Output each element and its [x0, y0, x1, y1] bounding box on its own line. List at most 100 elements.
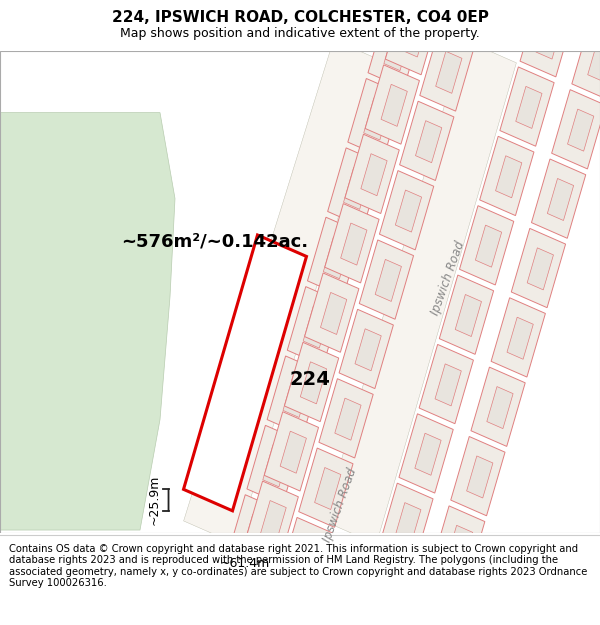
- Polygon shape: [299, 448, 353, 528]
- Polygon shape: [184, 235, 307, 511]
- Polygon shape: [345, 134, 399, 214]
- Polygon shape: [399, 414, 453, 493]
- Polygon shape: [467, 456, 493, 498]
- Polygon shape: [404, 0, 430, 1]
- Polygon shape: [460, 206, 514, 285]
- Polygon shape: [339, 309, 394, 389]
- Text: ~25.9m: ~25.9m: [148, 475, 161, 525]
- Polygon shape: [419, 344, 473, 424]
- Polygon shape: [368, 9, 422, 88]
- Polygon shape: [335, 398, 361, 440]
- Polygon shape: [435, 364, 461, 406]
- Polygon shape: [415, 433, 441, 475]
- Polygon shape: [436, 51, 462, 93]
- Polygon shape: [536, 17, 562, 59]
- Polygon shape: [588, 40, 600, 82]
- Polygon shape: [381, 84, 407, 126]
- Polygon shape: [184, 40, 386, 544]
- Text: Ipswich Road: Ipswich Road: [321, 467, 359, 544]
- Polygon shape: [395, 190, 422, 232]
- Polygon shape: [379, 483, 433, 562]
- Polygon shape: [260, 501, 286, 542]
- Polygon shape: [323, 40, 517, 544]
- Polygon shape: [385, 0, 440, 75]
- Polygon shape: [520, 0, 574, 77]
- Polygon shape: [240, 570, 266, 612]
- Polygon shape: [516, 86, 542, 128]
- Polygon shape: [416, 121, 442, 162]
- Polygon shape: [496, 156, 522, 198]
- Polygon shape: [384, 29, 410, 71]
- Polygon shape: [374, 572, 401, 614]
- Polygon shape: [547, 179, 574, 221]
- Polygon shape: [507, 318, 533, 359]
- Polygon shape: [511, 228, 566, 308]
- Polygon shape: [471, 367, 525, 446]
- Polygon shape: [314, 468, 341, 509]
- Polygon shape: [540, 0, 595, 8]
- Polygon shape: [426, 594, 452, 625]
- Polygon shape: [410, 575, 464, 625]
- Polygon shape: [487, 387, 513, 429]
- Polygon shape: [365, 65, 419, 144]
- Polygon shape: [227, 495, 281, 574]
- Polygon shape: [301, 362, 326, 404]
- Text: Ipswich Road: Ipswich Road: [429, 239, 467, 318]
- Polygon shape: [224, 551, 278, 625]
- Polygon shape: [303, 306, 329, 348]
- Polygon shape: [0, 112, 175, 530]
- Polygon shape: [319, 379, 373, 458]
- Polygon shape: [295, 537, 321, 579]
- Polygon shape: [551, 89, 600, 169]
- Polygon shape: [375, 259, 401, 301]
- Polygon shape: [280, 431, 307, 473]
- Polygon shape: [263, 445, 289, 487]
- Polygon shape: [431, 506, 485, 585]
- Polygon shape: [348, 79, 402, 158]
- Polygon shape: [401, 15, 427, 57]
- Polygon shape: [278, 518, 333, 597]
- Polygon shape: [328, 148, 382, 227]
- Polygon shape: [307, 217, 362, 296]
- Polygon shape: [325, 204, 379, 283]
- Text: Map shows position and indicative extent of the property.: Map shows position and indicative extent…: [120, 27, 480, 40]
- Polygon shape: [323, 237, 350, 279]
- Polygon shape: [344, 168, 370, 209]
- Polygon shape: [479, 136, 534, 216]
- Text: Contains OS data © Crown copyright and database right 2021. This information is : Contains OS data © Crown copyright and d…: [9, 544, 587, 588]
- Polygon shape: [400, 101, 454, 181]
- Polygon shape: [287, 287, 341, 366]
- Polygon shape: [500, 67, 554, 146]
- Polygon shape: [341, 223, 367, 265]
- Polygon shape: [527, 248, 553, 290]
- Polygon shape: [420, 32, 474, 111]
- Polygon shape: [320, 292, 347, 334]
- Polygon shape: [456, 0, 482, 24]
- Polygon shape: [388, 0, 442, 19]
- Polygon shape: [247, 426, 301, 504]
- Polygon shape: [532, 159, 586, 238]
- Polygon shape: [283, 376, 309, 418]
- Polygon shape: [244, 481, 298, 561]
- Polygon shape: [491, 298, 545, 377]
- Polygon shape: [455, 294, 481, 336]
- Polygon shape: [364, 98, 390, 140]
- Polygon shape: [439, 275, 494, 354]
- Polygon shape: [305, 273, 359, 352]
- Polygon shape: [475, 225, 502, 267]
- Polygon shape: [440, 0, 494, 42]
- Text: ~576m²/~0.142ac.: ~576m²/~0.142ac.: [121, 232, 308, 251]
- Polygon shape: [242, 514, 269, 556]
- Polygon shape: [451, 436, 505, 516]
- Polygon shape: [395, 503, 421, 544]
- Polygon shape: [361, 154, 387, 196]
- Text: 224: 224: [290, 369, 331, 389]
- Text: ~61.4m: ~61.4m: [220, 558, 270, 571]
- Polygon shape: [284, 342, 339, 422]
- Polygon shape: [592, 0, 600, 30]
- Polygon shape: [267, 356, 322, 435]
- Polygon shape: [359, 552, 413, 625]
- Polygon shape: [446, 526, 473, 568]
- Polygon shape: [359, 240, 413, 319]
- Polygon shape: [568, 109, 594, 151]
